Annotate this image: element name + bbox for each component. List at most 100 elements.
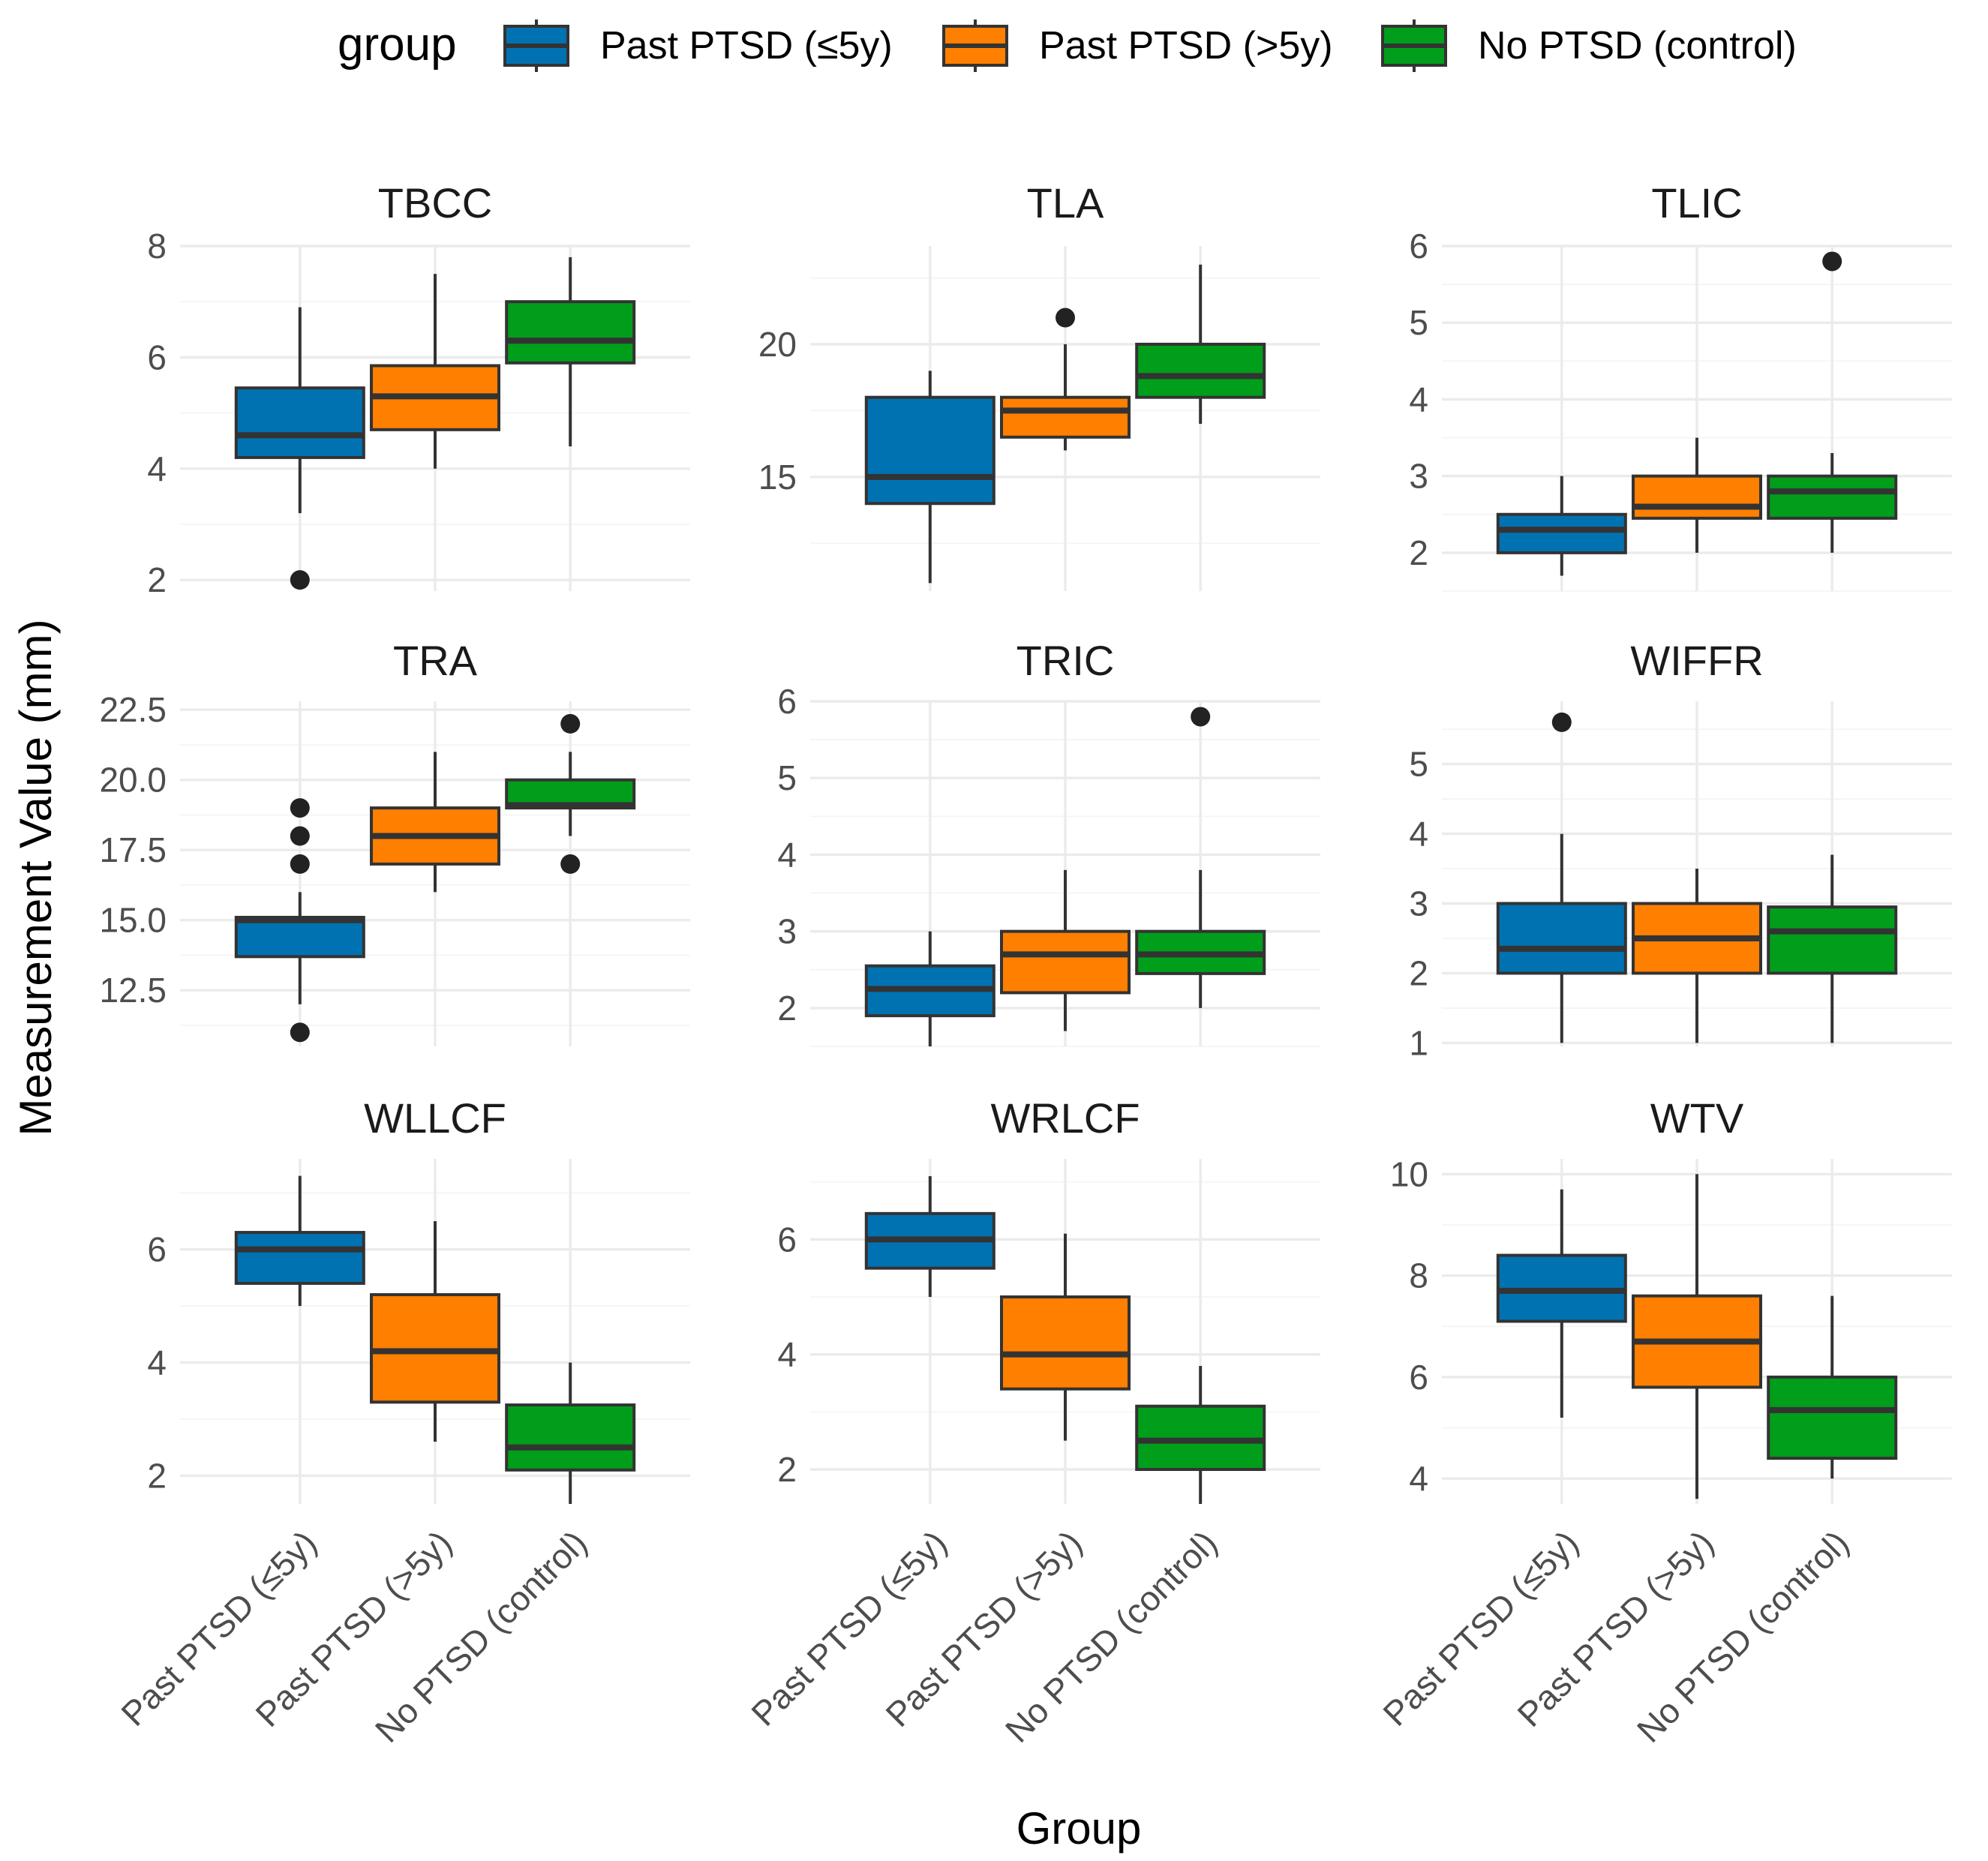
y-tick-label: 15 (758, 458, 797, 497)
box-1 (1496, 712, 1627, 1043)
iqr-box (505, 1403, 636, 1472)
facet-title: WTV (1650, 1094, 1744, 1142)
box-1 (234, 798, 365, 1043)
legend-label: Past PTSD (>5y) (1039, 24, 1333, 68)
facet-title: WRLCF (990, 1094, 1140, 1142)
y-tick-label: 8 (147, 227, 167, 266)
box-3 (1135, 264, 1266, 425)
y-tick-label: 2 (1409, 533, 1428, 572)
box-1 (1496, 1189, 1627, 1418)
y-tick-label: 8 (1409, 1256, 1428, 1295)
y-tick-label: 6 (147, 338, 167, 377)
box-2 (370, 1220, 500, 1442)
facet-panel-tra: 12.5 15.0 17.5 20.0 22.5 TRA (99, 637, 690, 1046)
box-2 (370, 752, 500, 893)
box-2 (1632, 437, 1762, 553)
box-3 (1767, 854, 1898, 1043)
facet-panels: 2468TBCC1520TLA23456TLIC12.515.017.520.0… (99, 179, 1952, 1750)
y-tick-label: 4 (1409, 815, 1428, 854)
iqr-box (1135, 342, 1266, 399)
iqr-box (1000, 929, 1131, 995)
legend-entries: Past PTSD (≤5y) Past PTSD (>5y) No PTSD (c… (503, 20, 1797, 72)
y-tick-label: 2 (147, 1456, 167, 1495)
y-tick-label: 2 (777, 1450, 797, 1489)
y-tick-label: 2 (1409, 953, 1428, 992)
box-3 (1135, 707, 1266, 1008)
y-tick-label: 6 (147, 1230, 167, 1269)
facet-title: TLA (1027, 179, 1104, 227)
y-tick-label: 10 (1390, 1154, 1428, 1193)
outlier-point (290, 826, 310, 846)
outlier-point (560, 713, 581, 734)
x-axis-title: Group (1017, 1803, 1142, 1853)
box-1 (234, 307, 365, 590)
box-1 (234, 1175, 365, 1307)
outlier-point (1191, 707, 1211, 727)
iqr-box (234, 1231, 365, 1285)
y-tick-label: 3 (1409, 884, 1428, 923)
y-tick-label: 4 (147, 449, 167, 488)
y-tick-label: 4 (147, 1343, 167, 1382)
legend-label: Past PTSD (≤5y) (600, 24, 893, 68)
facet-panel-tlic: 2 3 4 5 6 TLIC (1409, 179, 1952, 592)
legend: group Past PTSD (≤5y) Past PTSD (>5y) No P… (338, 19, 1797, 72)
iqr-box (1000, 1295, 1131, 1391)
facet-title: TBCC (378, 179, 492, 227)
y-tick-label: 1 (1409, 1023, 1428, 1062)
y-tick-label: 6 (777, 682, 797, 721)
facet-title: WIFFR (1630, 637, 1763, 684)
box-2 (1000, 869, 1131, 1031)
y-tick-label: 4 (1409, 1459, 1428, 1498)
box-1 (864, 931, 996, 1046)
box-3 (1135, 1366, 1266, 1504)
y-tick-label: 22.5 (99, 690, 167, 729)
facet-panel-tla: 15 20 TLA (758, 179, 1320, 591)
box-2 (370, 274, 500, 469)
facet-panel-tric: 2 3 4 5 6 TRIC (777, 637, 1320, 1047)
facet-panel-tbcc: 2 4 6 8 TBCC (147, 179, 690, 599)
y-tick-label: 20 (758, 325, 797, 364)
iqr-box (1632, 474, 1762, 520)
legend-entry: Past PTSD (>5y) (942, 20, 1333, 72)
y-tick-label: 2 (777, 989, 797, 1028)
y-tick-label: 12.5 (99, 971, 167, 1010)
outlier-point (560, 854, 581, 874)
legend-title: group (338, 19, 457, 71)
iqr-box (1767, 474, 1898, 520)
y-tick-label: 3 (1409, 457, 1428, 496)
iqr-box (234, 915, 365, 959)
box-3 (505, 713, 636, 874)
facet-title: TLIC (1651, 179, 1742, 227)
facet-title: WLLCF (364, 1094, 506, 1142)
y-tick-label: 6 (777, 1220, 797, 1259)
y-tick-label: 15.0 (99, 901, 167, 940)
y-tick-label: 5 (777, 758, 797, 797)
y-tick-label: 6 (1409, 227, 1428, 266)
y-axis-title: Measurement Value (mm) (11, 619, 61, 1136)
box-1 (864, 1176, 996, 1297)
box-3 (505, 257, 636, 447)
box-2 (1632, 1174, 1762, 1499)
outlier-point (290, 854, 310, 874)
legend-entry: No PTSD (control) (1381, 20, 1797, 72)
outlier-point (290, 798, 310, 818)
facet-title: TRA (393, 637, 478, 684)
box-1 (864, 371, 996, 584)
iqr-box (864, 395, 996, 506)
box-2 (1000, 1233, 1131, 1441)
iqr-box (234, 386, 365, 459)
iqr-box (1000, 395, 1131, 439)
y-tick-label: 4 (1409, 380, 1428, 419)
y-tick-label: 17.5 (99, 830, 167, 869)
legend-entry: Past PTSD (≤5y) (503, 20, 893, 72)
facet-title: TRIC (1017, 637, 1115, 684)
outlier-point (1822, 251, 1842, 272)
y-tick-label: 4 (777, 835, 797, 874)
iqr-box (1496, 902, 1627, 975)
iqr-box (505, 300, 636, 365)
box-3 (505, 1362, 636, 1504)
